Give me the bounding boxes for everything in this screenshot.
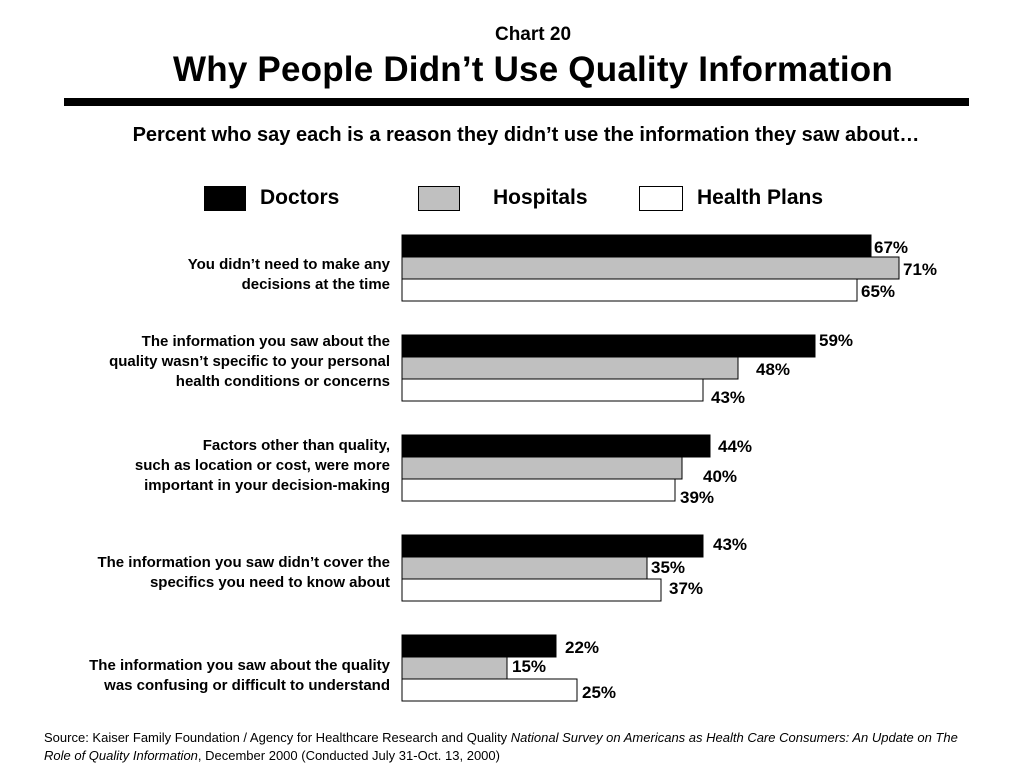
title-divider — [64, 98, 969, 106]
chart-number: Chart 20 — [494, 24, 572, 45]
source-prefix: Source: Kaiser Family Foundation / Agenc… — [44, 730, 511, 745]
bar-hospitals — [401, 256, 900, 280]
legend-item-health-plans: Health Plans — [639, 184, 823, 212]
value-label: 44% — [718, 437, 752, 456]
source-title: National Survey on Americans as Health C… — [44, 730, 958, 763]
category-label: specifics you need to know about — [150, 574, 390, 591]
category-label: The information you saw didn’t cover the — [97, 554, 390, 571]
chart-title: Why People Didn’t Use Quality Informatio… — [173, 50, 893, 89]
category-label: Factors other than quality, — [203, 437, 390, 454]
value-label: 43% — [713, 535, 747, 554]
category-group: The information you saw about the quality… — [109, 331, 853, 407]
bar-hospitals — [401, 556, 648, 580]
bar-health-plans — [401, 678, 578, 702]
value-label: 71% — [903, 260, 937, 279]
legend-swatch-health-plans — [639, 185, 683, 211]
bar-doctors — [401, 334, 816, 358]
category-label: You didn’t need to make any — [188, 256, 391, 273]
value-label: 59% — [819, 331, 853, 350]
bar-hospitals — [401, 356, 739, 380]
legend-item-doctors: Doctors — [204, 184, 339, 212]
value-label: 35% — [651, 558, 685, 577]
legend-label-health-plans: Health Plans — [697, 186, 824, 209]
bar-health-plans — [401, 378, 704, 402]
category-label: The information you saw about the — [142, 333, 390, 350]
category-group: The information you saw didn’t cover the… — [97, 534, 747, 602]
value-label: 67% — [874, 238, 908, 257]
value-label: 37% — [669, 579, 703, 598]
legend-swatch-doctors — [204, 185, 246, 211]
bar-health-plans — [401, 478, 676, 502]
legend-label-hospitals: Hospitals — [493, 186, 588, 209]
source-note: Source: Kaiser Family Foundation / Agenc… — [44, 729, 984, 765]
category-label: important in your decision-making — [144, 477, 390, 494]
bar-doctors — [401, 234, 872, 258]
value-label: 40% — [703, 467, 737, 486]
value-label: 22% — [565, 638, 599, 657]
category-group: You didn’t need to make any decisions at … — [188, 234, 937, 302]
bar-doctors — [401, 634, 557, 658]
bar-doctors — [401, 434, 711, 458]
value-label: 39% — [680, 488, 714, 507]
category-label: health conditions or concerns — [176, 373, 390, 390]
category-group: The information you saw about the qualit… — [89, 634, 616, 702]
category-label: such as location or cost, were more — [135, 457, 390, 474]
category-label: was confusing or difficult to understand — [103, 677, 390, 694]
value-label: 65% — [861, 282, 895, 301]
category-label: The information you saw about the qualit… — [89, 657, 391, 674]
value-label: 48% — [756, 360, 790, 379]
value-label: 25% — [582, 683, 616, 702]
bar-hospitals — [401, 656, 508, 680]
bar-doctors — [401, 534, 704, 558]
value-label: 15% — [512, 657, 546, 676]
source-suffix: , December 2000 (Conducted July 31-Oct. … — [197, 748, 500, 763]
legend-item-hospitals: Hospitals — [418, 184, 588, 212]
value-label: 43% — [711, 388, 745, 407]
category-label: decisions at the time — [242, 276, 390, 293]
legend-label-doctors: Doctors — [260, 186, 340, 209]
bar-health-plans — [401, 278, 858, 302]
category-group: Factors other than quality, such as locat… — [135, 434, 752, 507]
legend-swatch-hospitals — [418, 185, 460, 211]
chart-subtitle: Percent who say each is a reason they di… — [132, 124, 920, 146]
bar-hospitals — [401, 456, 683, 480]
bar-health-plans — [401, 578, 662, 602]
category-label: quality wasn’t specific to your personal — [109, 353, 390, 370]
